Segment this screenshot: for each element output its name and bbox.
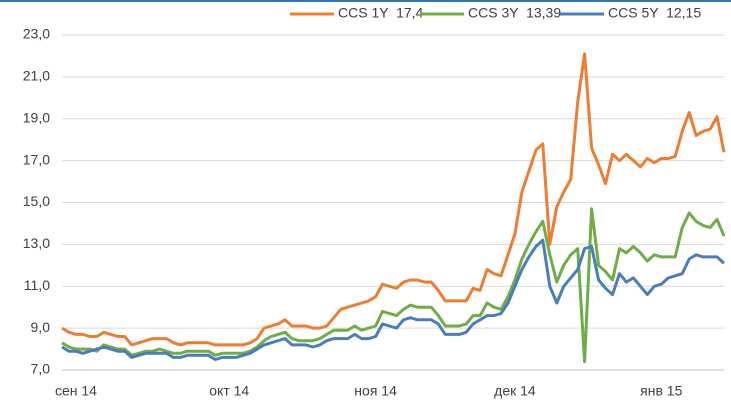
series-line: [61, 207, 726, 364]
y-tick-label: 17,0: [23, 151, 50, 167]
x-tick-label: янв 15: [640, 383, 682, 399]
x-tick-label: ноя 14: [354, 383, 397, 399]
y-tick-label: 21,0: [23, 68, 50, 84]
x-tick-label: дек 14: [494, 383, 536, 399]
legend-label: CCS 3Y 13,39: [468, 5, 561, 21]
series-line: [61, 238, 726, 361]
legend-label: CCS 5Y 12,15: [608, 5, 701, 21]
x-tick-label: сен 14: [55, 383, 97, 399]
y-tick-label: 23,0: [23, 26, 50, 42]
series-line: [61, 52, 726, 347]
y-tick-label: 9,0: [31, 319, 51, 335]
y-tick-label: 7,0: [31, 361, 51, 377]
y-tick-label: 11,0: [24, 277, 50, 293]
x-tick-label: окт 14: [209, 383, 249, 399]
legend-label: CCS 1Y 17,4: [338, 5, 424, 21]
y-tick-label: 19,0: [23, 109, 50, 125]
y-tick-label: 13,0: [23, 235, 50, 251]
y-tick-label: 15,0: [23, 193, 50, 209]
